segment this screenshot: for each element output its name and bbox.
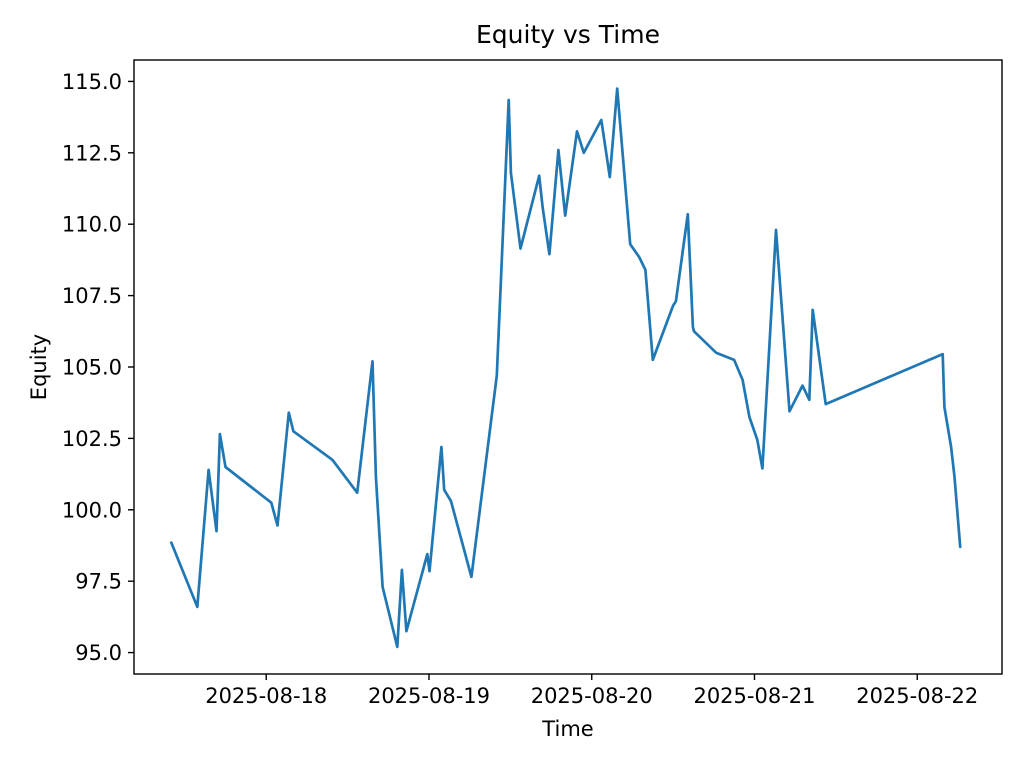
- x-tick-label: 2025-08-20: [531, 684, 653, 708]
- y-tick-label: 107.5: [62, 284, 122, 308]
- y-tick-label: 115.0: [62, 70, 122, 94]
- y-tick-label: 102.5: [62, 427, 122, 451]
- equity-line: [169, 87, 962, 649]
- y-axis-label: Equity: [27, 334, 51, 400]
- plot-border: [133, 59, 1003, 675]
- y-tick-label: 105.0: [62, 356, 122, 380]
- x-axis-ticks: 2025-08-18 2025-08-19 2025-08-20 2025-08-21…: [205, 674, 978, 708]
- x-tick-label: 2025-08-19: [368, 684, 490, 708]
- x-tick-label: 2025-08-21: [693, 684, 815, 708]
- y-axis-ticks: 95.0 97.5 100.0 102.5 105.0 107.5 110.0 112.5 11…: [62, 70, 134, 665]
- chart-title: Equity vs Time: [476, 20, 660, 49]
- y-tick-label: 97.5: [75, 570, 122, 594]
- y-tick-label: 112.5: [62, 141, 122, 165]
- y-tick-label: 100.0: [62, 498, 122, 522]
- series-group: [169, 87, 962, 649]
- x-axis-label: Time: [541, 717, 593, 741]
- y-tick-label: 95.0: [75, 641, 122, 665]
- y-tick-label: 110.0: [62, 213, 122, 237]
- x-tick-label: 2025-08-22: [856, 684, 978, 708]
- x-tick-label: 2025-08-18: [205, 684, 327, 708]
